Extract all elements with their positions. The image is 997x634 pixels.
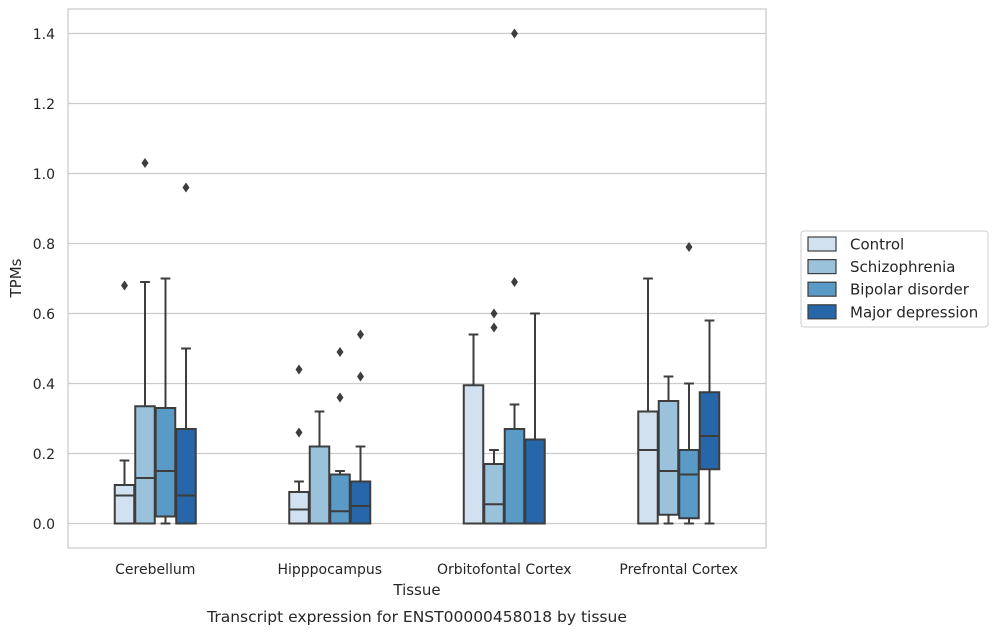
x-tick-labels: Cerebellum Hipppocampus Orbitofontal Corte…	[115, 562, 738, 578]
legend-label: Schizophrenia	[850, 258, 955, 276]
box-plot	[524, 312, 546, 525]
legend: Control Schizophrenia Bipolar disorder Majo…	[800, 230, 989, 328]
box-plot	[503, 28, 526, 525]
legend-label: Major depression	[850, 303, 978, 321]
box-plot	[113, 280, 136, 525]
legend-frame	[800, 230, 989, 328]
outlier-point	[295, 427, 303, 438]
box-plot	[698, 319, 721, 525]
plot-area-frame	[67, 8, 767, 549]
outlier-point	[357, 371, 364, 382]
box-iqr	[524, 438, 546, 525]
box-plot	[637, 277, 659, 525]
x-axis-label: Tissue	[392, 581, 440, 599]
box-plot	[462, 333, 485, 525]
legend-label: Bipolar disorder	[850, 281, 970, 299]
legend-entries: Control Schizophrenia Bipolar disorder Majo…	[807, 236, 978, 321]
y-tick-label: 1.0	[33, 167, 55, 183]
x-tick-label: Hipppocampus	[277, 562, 382, 578]
box-iqr	[134, 405, 156, 525]
outlier-point	[336, 392, 344, 403]
box-plot	[349, 329, 372, 525]
box-plot	[657, 375, 680, 525]
legend-swatch	[807, 236, 837, 252]
outlier-point	[182, 182, 190, 193]
y-tick-label: 1.4	[33, 27, 55, 43]
box-plot	[308, 410, 331, 525]
chart-title: Transcript expression for ENST0000045801…	[206, 608, 627, 626]
box-iqr	[288, 491, 310, 525]
box-plot	[175, 182, 197, 525]
y-tick-label: 1.2	[33, 97, 55, 113]
legend-swatch	[807, 281, 837, 297]
legend-swatch	[807, 259, 837, 275]
box-plot	[329, 347, 351, 525]
box-iqr	[483, 463, 505, 525]
outlier-point	[121, 280, 128, 291]
outlier-point	[511, 277, 518, 287]
x-tick-label: Prefrontal Cortex	[619, 562, 738, 578]
outlier-point	[511, 28, 518, 39]
box-iqr	[113, 484, 136, 525]
outlier-point	[141, 158, 149, 168]
box-iqr	[175, 428, 197, 525]
box-plot	[678, 242, 700, 525]
box-iqr	[637, 410, 659, 525]
y-tick-labels: 0.0 0.2 0.4 0.6 0.8 1.0 1.2 1.4	[33, 27, 55, 533]
box-iqr	[329, 473, 351, 525]
box-plot	[288, 364, 310, 525]
y-tick-label: 0.8	[33, 237, 55, 253]
box-iqr	[462, 384, 485, 525]
outlier-point	[336, 347, 344, 357]
y-axis-label: TPMs	[7, 258, 25, 298]
x-tick-label: Orbitofontal Cortex	[437, 562, 572, 578]
y-tick-label: 0.4	[33, 377, 55, 393]
box-plots	[113, 28, 721, 525]
box-iqr	[308, 445, 331, 525]
legend-label: Control	[850, 236, 904, 254]
box-plot	[483, 308, 505, 525]
box-iqr	[657, 400, 680, 516]
box-iqr	[678, 449, 700, 520]
box-iqr	[349, 480, 372, 525]
outlier-point	[685, 242, 693, 252]
outlier-point	[490, 308, 498, 319]
box-iqr	[154, 407, 177, 518]
box-plot	[154, 277, 177, 525]
x-tick-label: Cerebellum	[115, 562, 195, 578]
legend-swatch	[807, 304, 837, 320]
outlier-point	[295, 364, 303, 375]
box-iqr	[503, 428, 526, 525]
box-plot	[134, 158, 156, 525]
y-tick-label: 0.6	[33, 307, 55, 323]
y-tick-label: 0.2	[33, 447, 55, 463]
outlier-point	[357, 329, 364, 340]
y-tick-label: 0.0	[33, 517, 55, 533]
outlier-point	[490, 322, 498, 333]
box-iqr	[698, 391, 721, 471]
